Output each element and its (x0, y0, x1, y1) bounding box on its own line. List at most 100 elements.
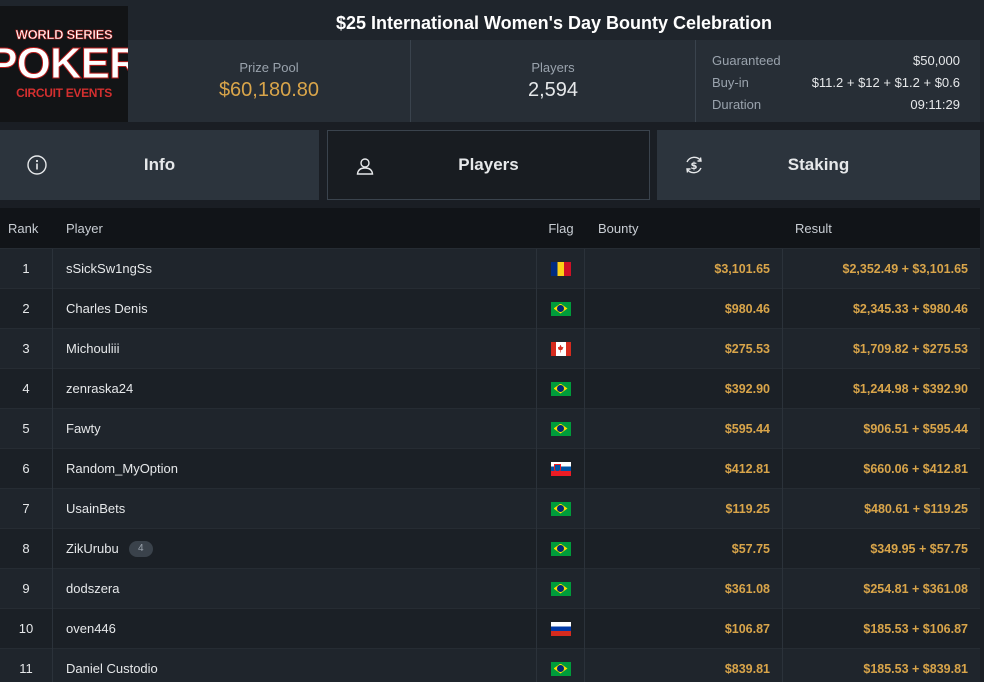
player-name[interactable]: Charles Denis (66, 301, 148, 316)
header-bounty[interactable]: Bounty (598, 220, 639, 236)
player-cell[interactable]: zenraska24 (53, 368, 537, 409)
header-rank[interactable]: Rank (8, 220, 39, 236)
bounty-cell: $595.44 (585, 408, 783, 449)
player-cell[interactable]: sSickSw1ngSs (53, 248, 537, 289)
rank-cell: 1 (0, 248, 53, 289)
country-flag-icon (550, 421, 571, 436)
table-row[interactable]: 5 Fawty $595.44 $906.51 + $595.44 (0, 408, 980, 449)
flag-cell (537, 528, 585, 569)
player-name[interactable]: Michouliii (66, 341, 120, 356)
player-name[interactable]: zenraska24 (66, 381, 134, 396)
prize-pool-stat: Prize Pool $60,180.80 (128, 40, 411, 122)
players-stat: Players 2,594 (411, 40, 696, 122)
flag-cell (537, 648, 585, 682)
players-value: 2,594 (527, 79, 579, 101)
player-name[interactable]: Random_MyOption (66, 461, 178, 476)
header-player[interactable]: Player (66, 220, 103, 236)
bounty-cell: $412.81 (585, 448, 783, 489)
rank-cell: 2 (0, 288, 53, 329)
player-cell[interactable]: Charles Denis (53, 288, 537, 329)
player-cell[interactable]: UsainBets (53, 488, 537, 529)
user-icon (356, 158, 374, 175)
player-name[interactable]: sSickSw1ngSs (66, 261, 152, 276)
rank-cell: 7 (0, 488, 53, 529)
player-cell[interactable]: oven446 (53, 608, 537, 649)
rank-cell: 11 (0, 648, 53, 682)
player-cell[interactable]: ZikUrubu 4 (53, 528, 537, 569)
player-name[interactable]: Daniel Custodio (66, 661, 158, 676)
result-cell: $349.95 + $57.75 (870, 541, 968, 556)
player-cell[interactable]: Michouliii (53, 328, 537, 369)
result-cell: $2,352.49 + $3,101.65 (842, 261, 968, 276)
country-flag-icon (550, 461, 571, 476)
player-cell[interactable]: Random_MyOption (53, 448, 537, 489)
table-row[interactable]: 1 sSickSw1ngSs $3,101.65 $2,352.49 + $3,101… (0, 248, 980, 289)
header-flag[interactable]: Flag (548, 220, 574, 236)
bounty-cell: $392.90 (585, 368, 783, 409)
table-row[interactable]: 7 UsainBets $119.25 $480.61 + $119.25 (0, 488, 980, 529)
stats-panel: Prize Pool $60,180.80 Players 2,594 Guar… (128, 40, 980, 122)
flag-cell (537, 248, 585, 289)
bounty-cell: $119.25 (585, 488, 783, 529)
flag-cell (537, 288, 585, 329)
player-name[interactable]: ZikUrubu (66, 541, 119, 556)
country-flag-icon (550, 341, 571, 356)
player-name[interactable]: UsainBets (66, 501, 126, 516)
rank-cell: 4 (0, 368, 53, 409)
result-cell: $2,345.33 + $980.46 (852, 301, 968, 316)
rank-cell: 3 (0, 328, 53, 369)
duration-label: Duration (712, 97, 762, 112)
prize-pool-value: $60,180.80 (218, 79, 320, 101)
header-result[interactable]: Result (795, 220, 832, 236)
player-cell[interactable]: dodszera (53, 568, 537, 609)
tab-players[interactable]: Players (327, 130, 650, 200)
tab-bar: Info Players $ Staking (0, 130, 984, 200)
table-row[interactable]: 11 Daniel Custodio $839.81 $185.53 + $839.8… (0, 648, 980, 682)
flag-cell (537, 328, 585, 369)
table-row[interactable]: 9 dodszera $361.08 $254.81 + $361.08 (0, 568, 980, 609)
rank-cell: 9 (0, 568, 53, 609)
table-row[interactable]: 2 Charles Denis $980.46 $2,345.33 + $980.46 (0, 288, 980, 329)
country-flag-icon (550, 581, 571, 596)
dollar-cycle-icon: $ (686, 156, 702, 174)
bounty-cell: $3,101.65 (585, 248, 783, 289)
result-cell: $1,244.98 + $392.90 (852, 381, 968, 396)
table-row[interactable]: 10 oven446 $106.87 $185.53 + $106.87 (0, 608, 980, 649)
result-cell: $1,709.82 + $275.53 (852, 341, 968, 356)
details-panel: Guaranteed $50,000 Buy-in $11.2 + $12 + $1… (696, 40, 980, 122)
rank-cell: 10 (0, 608, 53, 649)
table-row[interactable]: 6 Random_MyOption $412.81 $660.06 + $412.81 (0, 448, 980, 489)
player-name[interactable]: Fawty (66, 421, 101, 436)
player-cell[interactable]: Daniel Custodio (53, 648, 537, 682)
flag-cell (537, 448, 585, 489)
result-cell: $906.51 + $595.44 (863, 421, 968, 436)
bounty-cell: $275.53 (585, 328, 783, 369)
buyin-value: $11.2 + $12 + $1.2 + $0.6 (811, 75, 960, 90)
table-body: 1 sSickSw1ngSs $3,101.65 $2,352.49 + $3,101… (0, 248, 980, 682)
info-icon (27, 155, 47, 175)
bounty-cell: $106.87 (585, 608, 783, 649)
result-cell: $660.06 + $412.81 (863, 461, 968, 476)
tab-staking-label: Staking (787, 155, 850, 174)
prize-pool-label: Prize Pool (239, 60, 299, 75)
tab-players-label: Players (458, 155, 519, 174)
rank-cell: 8 (0, 528, 53, 569)
table-row[interactable]: 8 ZikUrubu 4 $57.75 $349.95 + $57.75 (0, 528, 980, 569)
table-row[interactable]: 3 Michouliii $275.53 $1,709.82 + $275.53 (0, 328, 980, 369)
country-flag-icon (550, 621, 571, 636)
players-label: Players (531, 60, 575, 75)
logo-line1: WORLD SERIES (15, 27, 113, 42)
country-flag-icon (550, 661, 571, 676)
country-flag-icon (550, 261, 571, 276)
country-flag-icon (550, 501, 571, 516)
tournament-header: WORLD SERIES POKER CIRCUIT EVENTS $25 In… (0, 0, 984, 122)
tab-staking[interactable]: $ Staking (657, 130, 980, 200)
bounty-cell: $57.75 (585, 528, 783, 569)
player-cell[interactable]: Fawty (53, 408, 537, 449)
player-name[interactable]: dodszera (66, 581, 120, 596)
rank-cell: 6 (0, 448, 53, 489)
logo-line3: CIRCUIT EVENTS (16, 86, 112, 100)
tab-info[interactable]: Info (0, 130, 319, 200)
player-name[interactable]: oven446 (66, 621, 116, 636)
table-row[interactable]: 4 zenraska24 $392.90 $1,244.98 + $392.90 (0, 368, 980, 409)
